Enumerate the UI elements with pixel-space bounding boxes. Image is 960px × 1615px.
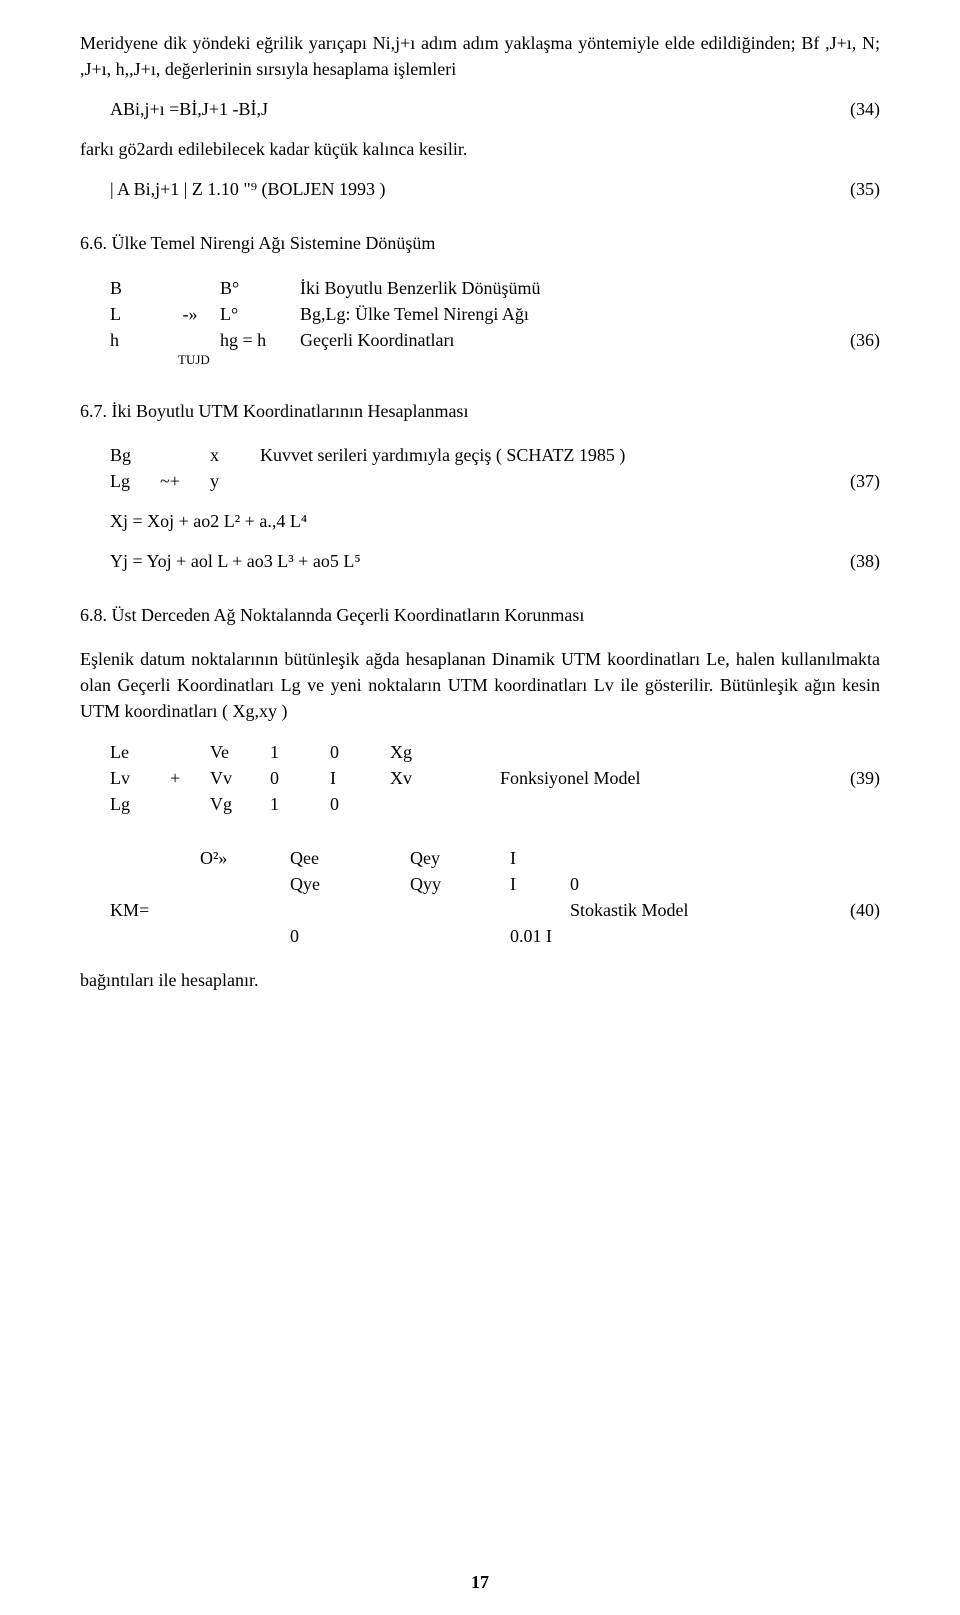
cell: 0 (330, 739, 390, 765)
equation-39-block: Le Ve 1 0 Xg Lv + Vv 0 I Xv Fonksiyonel … (110, 739, 880, 817)
cell: Geçerli Koordinatları (300, 327, 820, 353)
cell: I (510, 871, 570, 897)
cell: -» (160, 301, 220, 327)
equation-40-block: O²» Qee Qey I Qye Qyy I 0 KM= Stokastik … (110, 845, 880, 949)
eq40-number: (40) (820, 897, 880, 923)
cell: Lg (110, 468, 160, 494)
cell: I (330, 765, 390, 791)
cell: O²» (200, 845, 290, 871)
equation-36-block: B B° İki Boyutlu Benzerlik Dönüşümü L -»… (110, 275, 880, 370)
equation-38-block: Xj = Xoj + ao2 L² + a.,4 L⁴ Yj = Yoj + a… (110, 508, 880, 574)
cell: Qey (410, 845, 510, 871)
equation-35: | A Bi,j+1 | Z 1.10 "⁹ (BOLJEN 1993 ) (3… (110, 176, 880, 202)
cell: Fonksiyonel Model (500, 765, 820, 791)
cell: Bg (110, 442, 160, 468)
cell: Bg,Lg: Ülke Temel Nirengi Ağı (300, 301, 820, 327)
cell: h (110, 327, 160, 353)
cell: I (510, 845, 570, 871)
cell: hg = h (220, 327, 300, 353)
equation-37-block: Bg x Kuvvet serileri yardımıyla geçiş ( … (110, 442, 880, 494)
paragraph-bagintilari: bağıntıları ile hesaplanır. (80, 967, 880, 993)
eq36-number: (36) (820, 327, 880, 353)
cell: Lv (110, 765, 170, 791)
cell: KM= (110, 897, 200, 923)
section-68-title: 6.8. Üst Derceden Ağ Noktalannda Geçerli… (80, 602, 880, 628)
cell: 0 (570, 871, 820, 897)
cell: 1 (270, 739, 330, 765)
cell: + (170, 765, 210, 791)
cell: Qyy (410, 871, 510, 897)
cell: Lg (110, 791, 170, 817)
cell: Kuvvet serileri yardımıyla geçiş ( SCHAT… (260, 442, 820, 468)
cell: 0 (330, 791, 390, 817)
cell: 0.01 I (510, 923, 570, 949)
eq38-line1: Xj = Xoj + ao2 L² + a.,4 L⁴ (110, 508, 880, 534)
paragraph-fark: farkı gö2ardı edilebilecek kadar küçük k… (80, 136, 880, 162)
cell: Le (110, 739, 170, 765)
cell: Qye (290, 871, 410, 897)
eq34-number: (34) (820, 96, 880, 122)
eq35-body: | A Bi,j+1 | Z 1.10 "⁹ (BOLJEN 1993 ) (110, 176, 820, 202)
cell: 1 (270, 791, 330, 817)
cell: Xv (390, 765, 500, 791)
cell: Qee (290, 845, 410, 871)
tujd-label: TUJD (178, 351, 880, 370)
cell: Vg (210, 791, 270, 817)
eq39-number: (39) (820, 765, 880, 791)
cell: İki Boyutlu Benzerlik Dönüşümü (300, 275, 820, 301)
cell: Ve (210, 739, 270, 765)
paragraph-eslenik: Eşlenik datum noktalarının bütünleşik ağ… (80, 646, 880, 724)
equation-34: ABi,j+ı =Bİ,J+1 -Bİ,J (34) (110, 96, 880, 122)
cell: y (210, 468, 260, 494)
cell: L (110, 301, 160, 327)
cell: 0 (270, 765, 330, 791)
eq35-number: (35) (820, 176, 880, 202)
eq38-number: (38) (820, 548, 880, 574)
cell: Stokastik Model (570, 897, 820, 923)
page-number: 17 (0, 1569, 960, 1595)
section-66-title: 6.6. Ülke Temel Nirengi Ağı Sistemine Dö… (80, 230, 880, 256)
cell: 0 (290, 923, 410, 949)
cell: ~+ (160, 468, 210, 494)
cell: Vv (210, 765, 270, 791)
cell: B° (220, 275, 300, 301)
eq34-body: ABi,j+ı =Bİ,J+1 -Bİ,J (110, 96, 820, 122)
paragraph-intro: Meridyene dik yöndeki eğrilik yarıçapı N… (80, 30, 880, 82)
eq37-number: (37) (820, 468, 880, 494)
eq38-line2: Yj = Yoj + aol L + ao3 L³ + ao5 L⁵ (110, 548, 820, 574)
section-67-title: 6.7. İki Boyutlu UTM Koordinatlarının He… (80, 398, 880, 424)
cell: L° (220, 301, 300, 327)
cell: Xg (390, 739, 500, 765)
cell: B (110, 275, 160, 301)
cell: x (210, 442, 260, 468)
